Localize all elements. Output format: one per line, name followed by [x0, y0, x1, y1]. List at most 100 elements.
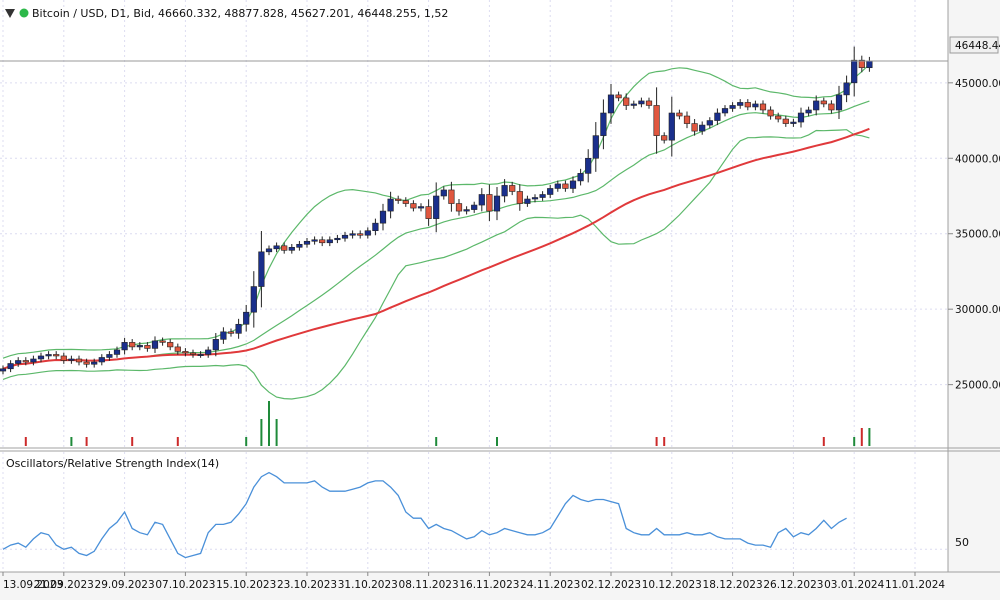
candle-body — [235, 323, 242, 334]
candle-body — [68, 358, 75, 361]
volume-bar — [822, 437, 825, 446]
candle-body — [516, 191, 523, 204]
candle-body — [372, 222, 379, 232]
candle-body — [547, 188, 554, 195]
candle-body — [592, 135, 599, 159]
candle-body — [7, 363, 14, 370]
y-tick-label: 35000.000 — [955, 229, 1000, 241]
moving-average-line — [2, 127, 870, 370]
candle-body — [691, 123, 698, 132]
rsi-panel — [0, 451, 948, 572]
candle-body — [478, 194, 485, 206]
candle-body — [623, 97, 630, 106]
candle-body — [341, 234, 349, 239]
green-dot-icon — [19, 8, 29, 18]
candle-body — [524, 198, 531, 204]
candle-body — [729, 105, 736, 109]
candle-body — [775, 115, 782, 120]
x-tick-label: 15.10.2023 — [216, 579, 276, 591]
candle-body — [387, 198, 394, 212]
candle-body — [167, 342, 174, 348]
y-tick-label: 40000.000 — [955, 153, 1000, 165]
candle-body — [615, 94, 622, 99]
candle-body — [569, 180, 577, 189]
candle-body — [357, 233, 364, 236]
candle-body — [15, 360, 22, 364]
candle-body — [820, 100, 827, 105]
y-tick-label: 25000.000 — [955, 380, 1000, 392]
volume-bar — [868, 428, 871, 446]
volume-bar — [860, 428, 863, 446]
volume-bars — [24, 401, 871, 446]
candle-body — [37, 355, 45, 360]
candle-body — [53, 354, 60, 357]
x-tick-label: 02.12.2023 — [581, 579, 641, 591]
candle-body — [744, 102, 751, 108]
candle-body — [813, 100, 820, 111]
x-tick-label: 10.12.2023 — [642, 579, 702, 591]
candle-body — [585, 157, 592, 174]
candle-body — [288, 247, 295, 251]
candle-body — [501, 185, 508, 197]
candle-body — [265, 248, 273, 253]
candle-body — [30, 358, 37, 363]
rsi-title: Oscillators/Relative Strength Index(14) — [6, 457, 219, 470]
candle-body — [45, 354, 52, 357]
volume-bar — [853, 437, 856, 446]
candle-body — [851, 59, 858, 84]
candle-body — [486, 194, 493, 212]
x-tick-label: 18.12.2023 — [703, 579, 763, 591]
candle-body — [258, 251, 265, 287]
candle-body — [151, 340, 159, 349]
rsi-level-label: 50 — [955, 536, 969, 549]
volume-bar — [85, 437, 88, 446]
x-tick-label: 31.10.2023 — [338, 579, 398, 591]
x-tick-label: 24.11.2023 — [520, 579, 580, 591]
candle-body — [220, 331, 227, 340]
candle-body — [676, 112, 683, 117]
volume-bar — [655, 437, 658, 446]
candle-body — [797, 112, 805, 123]
rsi-line — [2, 471, 847, 559]
candle-body — [645, 100, 653, 106]
volume-bar — [176, 437, 179, 446]
candle-body — [668, 112, 675, 141]
candle-body — [311, 239, 318, 242]
x-tick-label: 23.10.2023 — [277, 579, 337, 591]
chart-header: Bitcoin / USD, D1, Bid, 46660.332, 48877… — [5, 7, 448, 20]
candle-body — [539, 194, 546, 198]
candle-body — [493, 195, 501, 212]
price-axis — [948, 0, 1000, 600]
candle-body — [843, 82, 850, 96]
candle-body — [638, 100, 645, 105]
candle-body — [159, 340, 166, 343]
candle-body — [607, 94, 615, 114]
candle-body — [349, 233, 356, 236]
candle-body — [395, 198, 402, 201]
triangle-down-icon[interactable] — [5, 9, 15, 18]
x-tick-label: 21.09.2023 — [34, 579, 94, 591]
candle-body — [417, 206, 425, 209]
candle-body — [303, 240, 311, 245]
candle-body — [683, 115, 691, 124]
candle-body — [448, 189, 455, 204]
candle-body — [0, 368, 7, 372]
x-tick-label: 03.01.2024 — [824, 579, 884, 591]
main-panel — [0, 0, 948, 447]
candle-body — [509, 185, 516, 192]
last-price-label: 46448.443 — [955, 40, 1000, 52]
candle-body — [410, 203, 417, 209]
candle-body — [334, 237, 341, 241]
candle-body — [136, 345, 143, 348]
candle-body — [782, 118, 789, 124]
x-tick-label: 29.09.2023 — [95, 579, 155, 591]
candle-body — [326, 239, 333, 244]
volume-bar — [275, 419, 278, 446]
candle-body — [402, 200, 409, 204]
candles — [0, 46, 873, 375]
candle-body — [737, 102, 744, 106]
volume-bar — [260, 419, 263, 446]
volume-bar — [24, 437, 27, 446]
candle-body — [714, 112, 721, 121]
